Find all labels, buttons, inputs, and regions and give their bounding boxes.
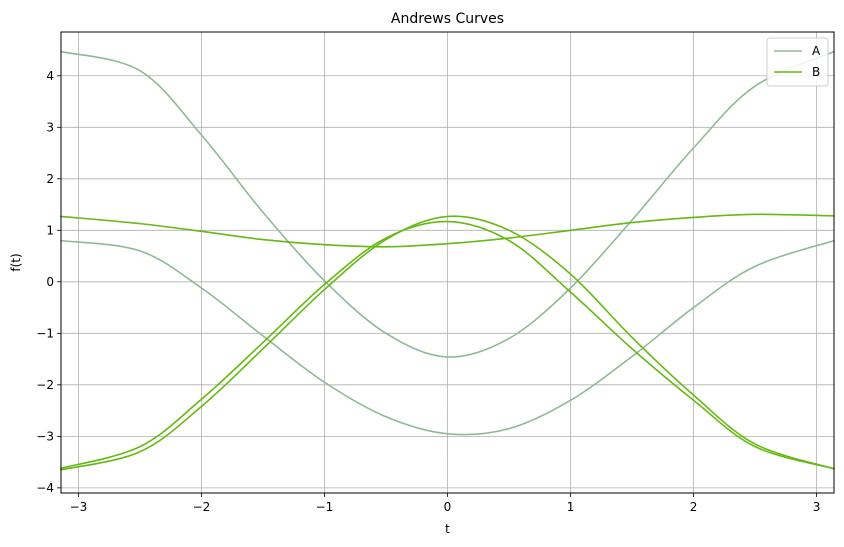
x-tick-label: 2 bbox=[690, 500, 698, 514]
y-axis-label: f(t) bbox=[9, 253, 23, 271]
x-axis-label: t bbox=[445, 522, 450, 536]
x-tick-label: 0 bbox=[444, 500, 452, 514]
legend-label-b: B bbox=[812, 65, 820, 79]
y-tick-label: 1 bbox=[46, 223, 54, 237]
y-tick-label: 4 bbox=[46, 69, 54, 83]
y-tick-label: 2 bbox=[46, 172, 54, 186]
legend: AB bbox=[766, 37, 829, 87]
series-line-a-1 bbox=[60, 239, 835, 436]
chart-title: Andrews Curves bbox=[391, 11, 504, 27]
y-tick-label: −2 bbox=[36, 378, 54, 392]
y-tick-label: −1 bbox=[36, 326, 54, 340]
legend-box bbox=[766, 37, 829, 87]
y-axis-ticks: −4 −3 −2 −1 0 1 2 3 4 bbox=[36, 69, 61, 495]
series-line-b-2 bbox=[60, 220, 835, 470]
grid bbox=[61, 32, 834, 493]
x-tick-label: 3 bbox=[813, 500, 821, 514]
legend-label-a: A bbox=[812, 44, 821, 58]
x-tick-label: −1 bbox=[316, 500, 334, 514]
y-tick-label: −4 bbox=[36, 481, 54, 495]
series-line-b-3 bbox=[60, 215, 835, 471]
plot-lines bbox=[60, 50, 835, 471]
y-tick-label: 3 bbox=[46, 120, 54, 134]
x-tick-label: −2 bbox=[193, 500, 211, 514]
x-axis-ticks: −3 −2 −1 0 1 2 3 bbox=[70, 493, 821, 514]
x-tick-label: −3 bbox=[70, 500, 88, 514]
y-tick-label: 0 bbox=[46, 275, 54, 289]
y-tick-label: −3 bbox=[36, 429, 54, 443]
series-line-b-4 bbox=[60, 213, 835, 248]
series-line-a-0 bbox=[60, 50, 835, 358]
x-tick-label: 1 bbox=[567, 500, 575, 514]
